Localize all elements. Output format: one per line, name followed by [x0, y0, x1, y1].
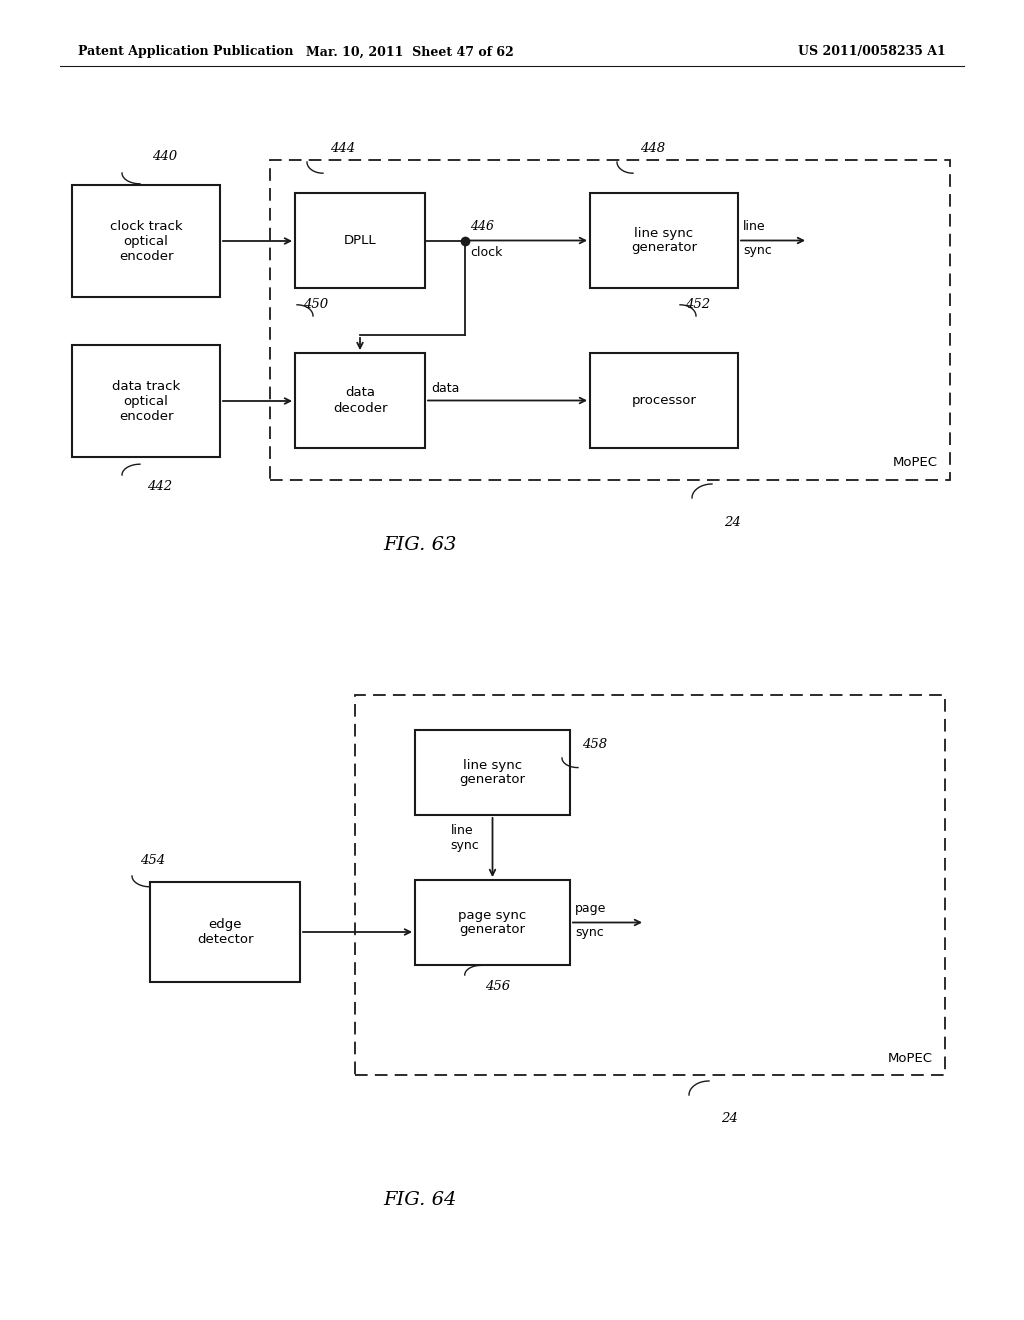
Text: 446: 446	[470, 220, 494, 234]
Text: line: line	[451, 824, 473, 837]
Text: FIG. 64: FIG. 64	[383, 1191, 457, 1209]
Bar	[72, 345, 220, 457]
Bar	[72, 185, 220, 297]
Bar	[295, 352, 425, 447]
Text: line: line	[743, 220, 766, 234]
Text: DPLL: DPLL	[344, 234, 376, 247]
Text: page sync
generator: page sync generator	[459, 908, 526, 936]
Text: data
decoder: data decoder	[333, 387, 387, 414]
Text: 24: 24	[724, 516, 740, 528]
Bar	[590, 193, 738, 288]
Text: edge
detector: edge detector	[197, 917, 253, 946]
Bar	[355, 696, 945, 1074]
Text: 444: 444	[330, 141, 355, 154]
Text: 442: 442	[147, 480, 172, 494]
Text: 24: 24	[721, 1113, 737, 1126]
Bar	[415, 880, 570, 965]
Text: Mar. 10, 2011  Sheet 47 of 62: Mar. 10, 2011 Sheet 47 of 62	[306, 45, 514, 58]
Text: 450: 450	[303, 297, 328, 310]
Text: sync: sync	[743, 244, 772, 257]
Bar	[150, 882, 300, 982]
Text: data: data	[431, 381, 460, 395]
Text: line sync
generator: line sync generator	[631, 227, 697, 255]
Text: page: page	[575, 902, 606, 915]
Text: Patent Application Publication: Patent Application Publication	[78, 45, 294, 58]
Text: MoPEC: MoPEC	[893, 455, 938, 469]
Bar	[295, 193, 425, 288]
Text: 456: 456	[484, 981, 510, 994]
Bar	[270, 160, 950, 480]
Bar	[590, 352, 738, 447]
Text: MoPEC: MoPEC	[888, 1052, 933, 1065]
Text: clock: clock	[470, 246, 503, 259]
Text: 448: 448	[640, 141, 666, 154]
Text: sync: sync	[575, 927, 604, 939]
Text: processor: processor	[632, 393, 696, 407]
Text: FIG. 63: FIG. 63	[383, 536, 457, 554]
Text: 454: 454	[140, 854, 165, 866]
Text: sync: sync	[451, 838, 479, 851]
Text: 440: 440	[152, 150, 177, 164]
Text: data track
optical
encoder: data track optical encoder	[112, 380, 180, 422]
Text: US 2011/0058235 A1: US 2011/0058235 A1	[799, 45, 946, 58]
Text: clock track
optical
encoder: clock track optical encoder	[110, 219, 182, 263]
Text: 452: 452	[685, 297, 710, 310]
Text: line sync
generator: line sync generator	[460, 759, 525, 787]
Text: 458: 458	[582, 738, 607, 751]
Bar	[415, 730, 570, 814]
